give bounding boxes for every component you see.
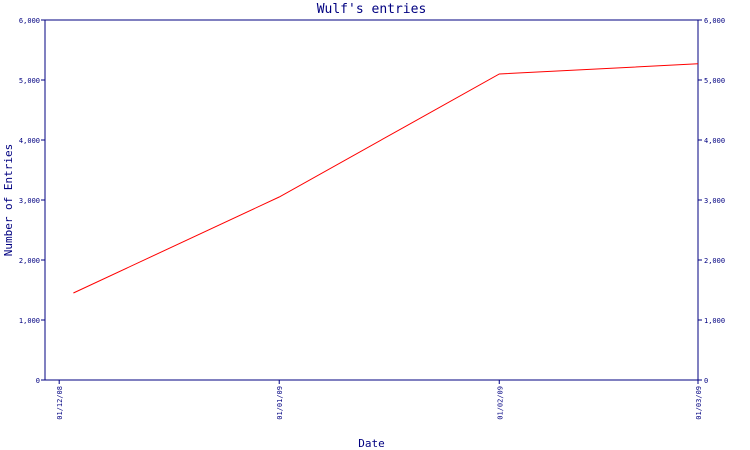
y-tick-label-right: 3,000 xyxy=(704,197,725,205)
y-tick-label-left: 3,000 xyxy=(19,197,40,205)
y-tick-label-right: 1,000 xyxy=(704,317,725,325)
y-tick-label-right: 4,000 xyxy=(704,137,725,145)
y-tick-label-right: 0 xyxy=(704,377,708,385)
series-layer xyxy=(73,63,699,294)
chart-title: Wulf's entries xyxy=(317,2,427,17)
x-tick-label: 01/02/09 xyxy=(496,386,504,420)
y-tick-label-left: 5,000 xyxy=(19,77,40,85)
plot-frame xyxy=(44,19,699,381)
series-line xyxy=(73,63,699,294)
y-tick-label-right: 6,000 xyxy=(704,17,725,25)
y-axis-right: 0 1,000 2,000 3,000 4,000 5,000 6,000 xyxy=(698,17,725,385)
y-tick-label-left: 2,000 xyxy=(19,257,40,265)
y-axis-title: Number of Entries xyxy=(2,144,15,257)
x-axis: 01/12/08 01/01/09 01/02/09 01/03/09 xyxy=(56,380,703,420)
y-tick-label-left: 6,000 xyxy=(19,17,40,25)
x-axis-title: Date xyxy=(358,437,385,450)
y-tick-label-left: 1,000 xyxy=(19,317,40,325)
y-tick-label-left: 0 xyxy=(36,377,40,385)
y-tick-label-right: 2,000 xyxy=(704,257,725,265)
x-tick-label: 01/12/08 xyxy=(56,386,64,420)
y-tick-label-right: 5,000 xyxy=(704,77,725,85)
x-tick-label: 01/01/09 xyxy=(276,386,284,420)
x-tick-label: 01/03/09 xyxy=(695,386,703,420)
y-tick-label-left: 4,000 xyxy=(19,137,40,145)
y-axis-left: 0 1,000 2,000 3,000 4,000 5,000 6,000 xyxy=(19,17,45,385)
